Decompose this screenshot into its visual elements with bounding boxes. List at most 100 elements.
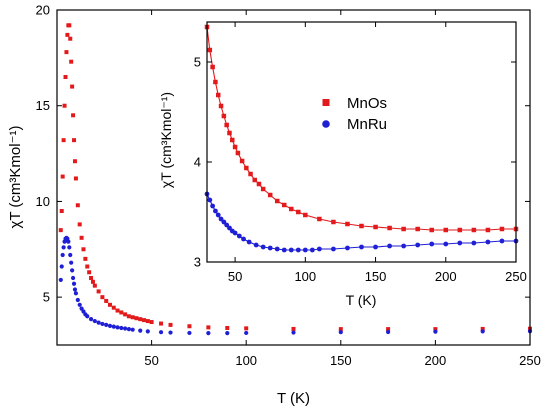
data-point-mnos [100,295,105,300]
data-point-mnos [274,198,280,204]
data-point-mnos [471,227,477,233]
data-point-mnos [123,312,128,317]
data-point-mnru [386,329,391,335]
data-point-mnru [288,247,294,253]
data-point-mnos [480,326,485,331]
data-point-mnru [92,318,97,324]
data-point-mnos [159,321,164,326]
inset-data-marks [204,24,519,253]
data-point-mnos [429,227,434,233]
data-point-mnos [145,319,150,324]
data-point-mnos [338,327,343,332]
y-tick-label: 10 [36,194,50,209]
x-tick-label: 100 [294,269,316,284]
data-point-mnos [59,209,64,213]
data-point-mnos [79,235,84,240]
data-point-mnru [68,252,73,258]
data-point-mnru [433,329,438,334]
data-point-mnos [77,222,82,227]
data-point-mnos [331,219,336,225]
y-tick-label: 5 [194,55,201,70]
data-point-mnos [215,92,221,98]
main-y-axis-title: χT (cm³Kmol⁻¹) [7,125,24,228]
data-point-mnru [96,320,101,325]
data-point-mnos [168,322,173,327]
inset-chart: 50 100 150 200 250 3 4 5 T (K) χT (cm³Kmol⁻¹) M… [158,18,527,308]
data-point-mnos [225,325,230,330]
data-point-mnos [248,171,253,177]
data-point-mnos [207,47,213,53]
data-point-mnos [187,324,192,329]
main-data-marks [58,23,533,336]
data-point-mnos [65,32,70,37]
data-point-mnru [126,327,131,332]
data-point-mnru [60,252,65,258]
data-point-mnru [71,281,77,286]
data-point-mnru [309,247,315,253]
data-point-mnos [58,228,63,233]
data-point-mnru [457,240,463,246]
data-point-mnos [67,23,72,28]
data-point-mnru [168,330,173,335]
data-point-mnos [415,226,420,232]
x-tick-label: 100 [235,353,257,368]
data-point-mnru [236,233,242,239]
data-point-mnos [119,310,124,315]
data-point-mnos [485,227,491,233]
data-point-mnos [87,270,92,275]
data-point-mnos [386,327,391,332]
data-point-mnos [218,103,224,109]
data-point-mnru [73,291,79,296]
data-point-mnru [70,268,75,273]
data-point-mnru [387,243,392,249]
data-point-mnru [331,246,336,252]
data-point-mnru [215,212,221,218]
data-point-mnos [61,138,66,143]
legend-label-mnru: MnRu [347,116,387,133]
data-point-mnos [433,327,438,332]
legend-marker-mnru [322,120,330,128]
data-point-mnru [316,246,322,252]
data-point-mnru [145,329,150,334]
data-point-mnos [224,122,229,128]
data-point-mnos [401,226,406,232]
data-point-mnru [115,325,120,330]
x-tick-label: 250 [519,353,541,368]
data-point-mnru [77,302,82,307]
y-tick-label: 5 [43,290,50,305]
inset-plot-frame [206,21,517,263]
data-point-mnru [485,239,491,245]
data-point-mnru [345,245,350,251]
data-point-mnos [359,223,364,229]
data-point-mnru [75,297,80,303]
y-tick-label: 4 [194,155,201,170]
data-point-mnos [89,276,94,280]
data-point-mnos [71,113,76,118]
data-point-mnos [206,325,211,330]
data-point-mnru [210,203,216,209]
data-point-mnos [345,221,350,227]
y-tick-label: 15 [36,98,50,113]
data-point-mnos [81,247,86,252]
data-point-mnos [96,289,101,294]
main-chart: 50 100 150 200 250 5 10 15 20 T (K) χT (cm³Kmol⁻… [7,3,541,408]
data-point-mnru [246,239,252,245]
data-point-mnos [244,165,249,171]
data-point-mnru [443,241,449,247]
x-tick-label: 200 [425,353,447,368]
data-point-mnru [123,326,128,331]
data-point-mnos [92,283,97,288]
data-point-mnru [111,324,116,329]
data-point-mnru [100,321,105,327]
data-point-mnos [221,113,227,119]
inset-x-axis-title: T (K) [346,292,377,308]
data-point-mnos [443,227,449,233]
data-point-mnru [130,327,135,332]
data-point-mnru [373,244,378,250]
data-point-mnos [60,174,65,179]
data-point-mnos [457,227,463,233]
legend-label-mnos: MnOs [347,95,387,112]
data-point-mnru [213,208,218,214]
data-point-mnru [58,277,63,283]
